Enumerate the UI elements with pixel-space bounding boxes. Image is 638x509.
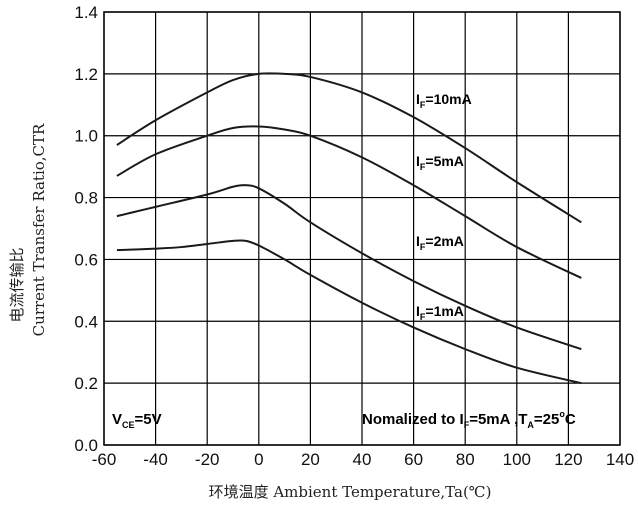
plot-frame	[103, 11, 621, 446]
x-tick-labels: -60 -40 -20 0 20 40 60 80 100 120 140	[92, 450, 634, 469]
x-tick-label: 60	[404, 450, 423, 469]
x-tick-label: 140	[606, 450, 634, 469]
vce-annotation: VCE=5V	[112, 411, 162, 430]
y-axis-title-english: Current Transfer Ratio,CTR	[30, 123, 48, 336]
series-label-2ma: IF=2mA	[416, 233, 464, 252]
x-tick-label: 20	[301, 450, 320, 469]
series-label-5ma: IF=5mA	[416, 153, 464, 172]
y-tick-labels: 0.0 0.2 0.4 0.6 0.8 1.0 1.2 1.4	[74, 3, 98, 455]
series-label-10ma: IF=10mA	[416, 91, 472, 110]
x-tick-label: -40	[143, 450, 168, 469]
x-tick-label: 120	[554, 450, 582, 469]
series-label-1ma: IF=1mA	[416, 303, 464, 322]
y-tick-label: 1.4	[74, 3, 98, 22]
y-tick-label: 0.6	[74, 250, 98, 269]
y-tick-label: 1.0	[74, 127, 98, 146]
y-tick-label: 0.0	[74, 436, 98, 455]
series-line-10ma	[116, 72, 582, 224]
y-axis-title-chinese: 电流传输比	[8, 247, 26, 322]
x-tick-label: 80	[456, 450, 475, 469]
y-tick-label: 0.2	[74, 374, 98, 393]
series-line-2ma	[116, 184, 582, 351]
x-tick-label: 40	[353, 450, 372, 469]
x-tick-label: 0	[254, 450, 263, 469]
series-line-5ma	[116, 125, 582, 279]
series-line-1ma	[116, 239, 582, 385]
normalization-annotation: Nomalized to IF=5mA ,TA=25oC	[362, 409, 576, 430]
y-tick-label: 0.8	[74, 189, 98, 208]
x-tick-label: 100	[503, 450, 531, 469]
y-tick-label: 0.4	[74, 312, 98, 331]
series-layer	[116, 72, 582, 385]
x-tick-label: -20	[195, 450, 220, 469]
y-tick-label: 1.2	[74, 65, 98, 84]
x-tick-label: -60	[92, 450, 117, 469]
x-axis-title: 环境温度 Ambient Temperature,Ta(℃)	[209, 483, 492, 501]
